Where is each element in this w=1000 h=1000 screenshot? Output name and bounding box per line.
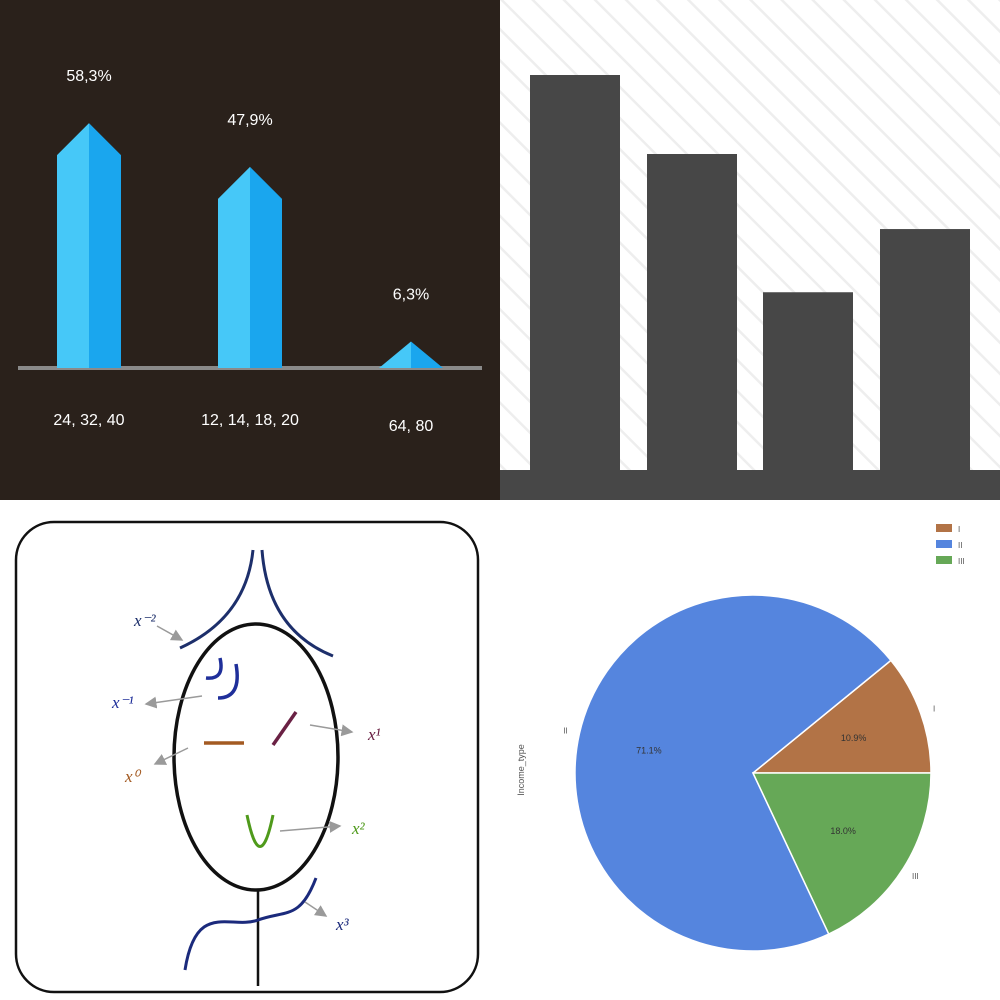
- percentage-bar-chart-panel: 58,3% 24, 32, 40 47,9% 12, 14, 18, 20 6,3% 64…: [0, 0, 500, 500]
- x-neg2-curve-left: [179, 549, 255, 650]
- x-neg1-label: x⁻¹: [111, 693, 134, 712]
- power-functions-diagram-panel: x⁻² x⁻¹ x⁰ x¹ x² x³: [0, 500, 500, 1000]
- pie-pct-label-iii: 18.0%: [830, 826, 856, 836]
- bar-1-dark-face: [89, 123, 121, 368]
- x-neg2-label: x⁻²: [133, 611, 157, 630]
- gray-baseline: [500, 470, 1000, 500]
- x-3-label: x³: [335, 915, 350, 934]
- x-neg1-arrow: [144, 695, 203, 709]
- legend-label-ii: II: [958, 541, 962, 550]
- gray-bar-4: [880, 229, 970, 470]
- pie-outer-label-ii: II: [563, 726, 567, 735]
- gray-bar-1: [530, 75, 620, 470]
- diagram-frame: [14, 520, 480, 994]
- x-neg1-curve-inner: [205, 657, 223, 680]
- bar-1-value-label: 58,3%: [66, 68, 111, 85]
- pie-outer-label-iii: III: [912, 872, 919, 881]
- gray-bar-chart-panel: [500, 0, 1000, 500]
- pie-pct-label-ii: 71.1%: [636, 745, 662, 755]
- x-neg2-curve-right: [260, 549, 334, 658]
- legend-label-i: I: [958, 525, 960, 534]
- gray-bar-2: [647, 154, 737, 470]
- bar-3-light-face: [379, 341, 411, 368]
- bar-2-category-label: 12, 14, 18, 20: [201, 412, 299, 429]
- income-type-pie-panel: 10.9% I 71.1% II 18.0% III Income_type I II III: [500, 500, 1000, 1000]
- pie-pct-label-i: 10.9%: [841, 733, 867, 743]
- bar-2-light-face: [218, 166, 250, 368]
- x-2-arrow: [279, 820, 342, 833]
- legend-label-iii: III: [958, 557, 965, 566]
- bar-3-value-label: 6,3%: [393, 287, 429, 304]
- x-neg2-arrow: [156, 625, 184, 641]
- x-3-cubic: [183, 877, 318, 971]
- legend-swatch-iii: [936, 556, 952, 564]
- pie-outer-label-i: I: [933, 704, 935, 713]
- pie-slice-i: [750, 659, 932, 774]
- bar-2-dark-face: [250, 166, 282, 368]
- x-1-arrow: [309, 724, 354, 737]
- bar-3-dark-face: [411, 341, 443, 368]
- legend-swatch-ii: [936, 540, 952, 548]
- bar-1-light-face: [57, 123, 89, 368]
- pie-ylabel: Income_type: [516, 744, 526, 796]
- gray-bar-3: [763, 292, 853, 470]
- pie-slice-ii: [574, 594, 892, 952]
- percentage-bar-chart: 58,3% 24, 32, 40 47,9% 12, 14, 18, 20 6,3% 64…: [18, 68, 482, 435]
- bar-2-value-label: 47,9%: [227, 112, 272, 129]
- x-1-line: [271, 710, 298, 747]
- x-1-label: x¹: [367, 725, 381, 744]
- x-0-arrow: [153, 747, 189, 765]
- x-2-label: x²: [351, 819, 366, 838]
- x-0-label: x⁰: [124, 767, 142, 786]
- bar-3-category-label: 64, 80: [389, 418, 434, 435]
- gray-bar-chart: [500, 0, 1000, 500]
- pie-slice-iii: [751, 772, 932, 936]
- x-3-arrow: [304, 901, 328, 917]
- power-functions-diagram: x⁻² x⁻¹ x⁰ x¹ x² x³: [14, 520, 480, 994]
- head-ellipse: [172, 622, 340, 892]
- legend-swatch-i: [936, 524, 952, 532]
- bar-1-category-label: 24, 32, 40: [53, 412, 124, 429]
- x-2-parabola: [245, 814, 275, 848]
- x-neg1-curve-outer: [217, 663, 239, 700]
